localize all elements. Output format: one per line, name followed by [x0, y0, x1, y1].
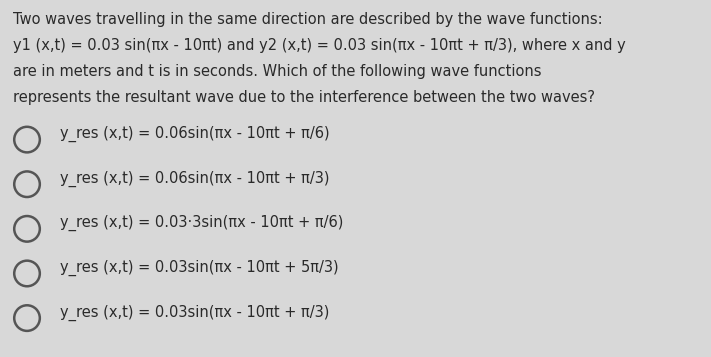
Text: y_res (x,t) = 0.06sin(πx - 10πt + π/6): y_res (x,t) = 0.06sin(πx - 10πt + π/6)	[60, 126, 330, 142]
Text: y_res (x,t) = 0.03sin(πx - 10πt + 5π/3): y_res (x,t) = 0.03sin(πx - 10πt + 5π/3)	[60, 260, 339, 276]
Text: are in meters and t is in seconds. Which of the following wave functions: are in meters and t is in seconds. Which…	[13, 64, 541, 79]
Text: y_res (x,t) = 0.06sin(πx - 10πt + π/3): y_res (x,t) = 0.06sin(πx - 10πt + π/3)	[60, 171, 330, 187]
Text: Two waves travelling in the same direction are described by the wave functions:: Two waves travelling in the same directi…	[13, 12, 602, 27]
Text: represents the resultant wave due to the interference between the two waves?: represents the resultant wave due to the…	[13, 90, 595, 105]
Text: y1 (x,t) = 0.03 sin(πx - 10πt) and y2 (x,t) = 0.03 sin(πx - 10πt + π/3), where x: y1 (x,t) = 0.03 sin(πx - 10πt) and y2 (x…	[13, 38, 626, 53]
Text: y_res (x,t) = 0.03·3sin(πx - 10πt + π/6): y_res (x,t) = 0.03·3sin(πx - 10πt + π/6)	[60, 215, 344, 231]
Text: y_res (x,t) = 0.03sin(πx - 10πt + π/3): y_res (x,t) = 0.03sin(πx - 10πt + π/3)	[60, 305, 330, 321]
